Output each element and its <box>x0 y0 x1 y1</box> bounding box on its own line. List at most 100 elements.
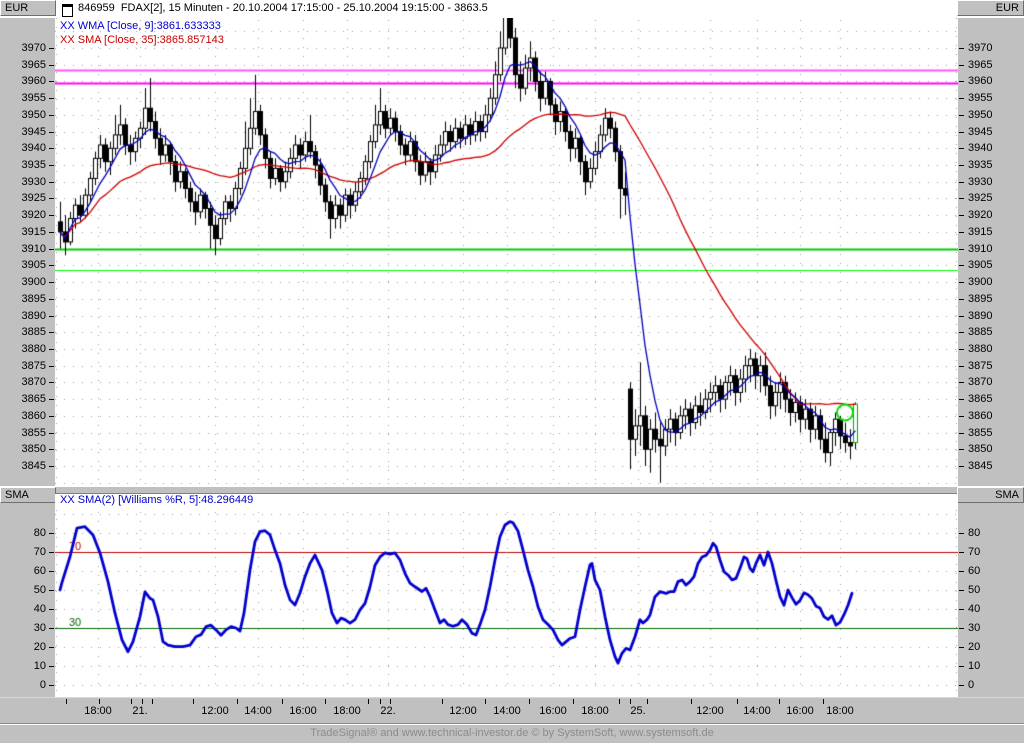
axis-tick <box>959 590 964 591</box>
time-axis-label: 16:00 <box>289 705 317 717</box>
axis-tick <box>959 249 964 250</box>
price-pane-canvas[interactable] <box>55 18 958 486</box>
price-axis-label: 3970 <box>21 42 46 54</box>
axis-tick <box>49 115 54 116</box>
price-axis-unit-left: EUR <box>0 0 56 16</box>
indicator-axis-label: 20 <box>968 641 981 653</box>
time-tick <box>325 699 326 704</box>
time-tick <box>390 699 391 704</box>
price-axis-label: 3935 <box>968 159 993 171</box>
time-tick <box>823 699 824 704</box>
axis-tick <box>49 132 54 133</box>
legend-wma[interactable]: XX WMA [Close, 9]:3861.633333 <box>60 20 221 32</box>
price-axis-label: 3885 <box>968 326 993 338</box>
time-tick <box>282 699 283 704</box>
axis-tick <box>959 132 964 133</box>
axis-tick <box>49 628 54 629</box>
time-axis[interactable]: 18:00 21. 12:00 14:00 16:00 18:00 22. 12:00 14:0… <box>0 697 1024 723</box>
indicator-axis-label: 80 <box>33 527 46 539</box>
time-tick <box>66 699 67 704</box>
legend-williams[interactable]: XX SMA(2) [Williams %R, 5]:48.296449 <box>60 494 254 506</box>
price-axis-label: 3885 <box>21 326 46 338</box>
indicator-pane-canvas[interactable] <box>55 494 958 697</box>
axis-tick <box>49 198 54 199</box>
price-axis-label: 3950 <box>21 109 46 121</box>
price-axis-label: 3940 <box>21 142 46 154</box>
time-tick <box>368 699 369 704</box>
price-axis-label: 3855 <box>21 427 46 439</box>
price-axis-label: 3865 <box>968 393 993 405</box>
axis-tick <box>959 148 964 149</box>
pane-divider[interactable] <box>0 486 1024 494</box>
axis-tick <box>959 382 964 383</box>
price-axis-label: 3920 <box>968 209 993 221</box>
axis-tick <box>959 232 964 233</box>
axis-tick <box>959 366 964 367</box>
time-axis-label: 12:00 <box>449 705 477 717</box>
price-axis-label: 3950 <box>968 109 993 121</box>
time-axis-label: 12:00 <box>201 705 229 717</box>
price-axis-label: 3915 <box>968 226 993 238</box>
price-axis-label: 3860 <box>968 410 993 422</box>
time-axis-label: 18:00 <box>333 705 361 717</box>
price-axis-label: 3910 <box>968 243 993 255</box>
axis-tick <box>49 382 54 383</box>
time-axis-label: 18:00 <box>826 705 854 717</box>
price-axis-label: 3925 <box>21 192 46 204</box>
indicator-axis-label: 30 <box>968 622 981 634</box>
price-axis-label: 3925 <box>968 192 993 204</box>
price-axis-label: 3895 <box>21 293 46 305</box>
legend-sma[interactable]: XX SMA [Close, 35]:3865.857143 <box>60 34 224 46</box>
footer-bar: TradeSignal® and www.technical-investor.… <box>0 723 1024 742</box>
axis-tick <box>959 349 964 350</box>
price-axis-label: 3960 <box>21 75 46 87</box>
time-axis-label: 25. <box>630 705 646 717</box>
axis-tick <box>49 249 54 250</box>
time-axis-label: 22. <box>380 705 396 717</box>
axis-tick <box>959 552 964 553</box>
time-tick <box>485 699 486 704</box>
price-axis-label: 3850 <box>21 443 46 455</box>
title-row <box>0 0 1024 18</box>
axis-tick <box>49 81 54 82</box>
price-axis-label: 3965 <box>21 59 46 71</box>
indicator-axis-label: 40 <box>33 603 46 615</box>
time-tick <box>779 699 780 704</box>
price-axis-label: 3910 <box>21 243 46 255</box>
axis-tick <box>959 115 964 116</box>
price-axis-label: 3960 <box>968 75 993 87</box>
axis-tick <box>959 449 964 450</box>
time-tick <box>193 699 194 704</box>
time-tick <box>573 699 574 704</box>
axis-tick <box>49 666 54 667</box>
axis-tick <box>959 98 964 99</box>
axis-tick <box>49 98 54 99</box>
time-axis-label: 18:00 <box>581 705 609 717</box>
axis-tick <box>49 215 54 216</box>
price-axis-label: 3900 <box>21 276 46 288</box>
axis-tick <box>959 685 964 686</box>
time-tick <box>737 699 738 704</box>
time-tick <box>529 699 530 704</box>
price-axis-label: 3855 <box>968 427 993 439</box>
axis-tick <box>49 466 54 467</box>
axis-tick <box>959 647 964 648</box>
axis-tick <box>959 533 964 534</box>
price-axis-label: 3945 <box>968 126 993 138</box>
axis-tick <box>49 433 54 434</box>
axis-tick <box>959 282 964 283</box>
axis-tick <box>959 215 964 216</box>
axis-tick <box>49 416 54 417</box>
price-axis-label: 3955 <box>21 92 46 104</box>
axis-tick <box>49 299 54 300</box>
axis-tick <box>959 666 964 667</box>
axis-tick <box>959 48 964 49</box>
indicator-axis-label: 60 <box>968 565 981 577</box>
axis-tick <box>49 182 54 183</box>
time-tick <box>691 699 692 704</box>
indicator-pane-label-left: SMA <box>0 487 56 503</box>
price-axis-label: 3905 <box>21 259 46 271</box>
axis-tick <box>49 685 54 686</box>
axis-tick <box>49 609 54 610</box>
time-tick <box>131 699 132 704</box>
